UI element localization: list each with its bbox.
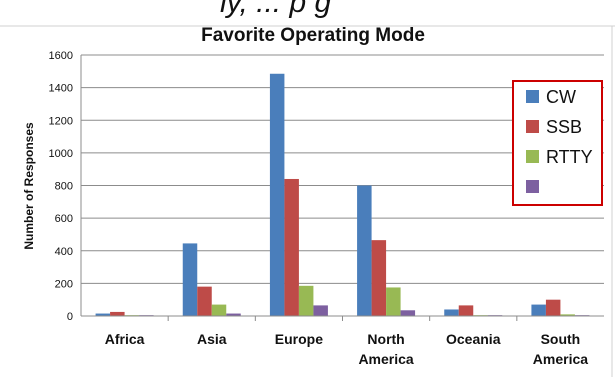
y-tick-label: 800 bbox=[55, 181, 73, 193]
gridlines bbox=[81, 54, 604, 284]
legend-swatch bbox=[526, 150, 539, 163]
legend-swatch bbox=[526, 180, 539, 193]
x-category-label: Africa bbox=[105, 331, 145, 347]
x-category-label: North America bbox=[358, 331, 413, 367]
legend-label: SSB bbox=[546, 117, 582, 137]
bar bbox=[444, 309, 459, 316]
y-tick-label: 1200 bbox=[49, 115, 73, 127]
bar bbox=[545, 299, 561, 316]
y-tick-label: 600 bbox=[55, 213, 73, 225]
chart-title: Favorite Operating Mode bbox=[201, 25, 425, 46]
x-category-label: South America bbox=[533, 331, 588, 367]
y-tick-label: 200 bbox=[55, 278, 73, 290]
y-axis-label: Number of Responses bbox=[22, 122, 36, 250]
x-category-label: Europe bbox=[275, 331, 323, 347]
bar bbox=[560, 314, 575, 316]
bar bbox=[284, 178, 299, 316]
x-category-label: Asia bbox=[197, 331, 227, 347]
bar bbox=[371, 240, 387, 316]
y-tick-label: 400 bbox=[55, 246, 73, 258]
bar bbox=[400, 310, 416, 316]
bar bbox=[269, 73, 285, 317]
y-axis-ticks: 0 200 400 600 800 1000 1200 1400 1600 bbox=[49, 50, 73, 323]
legend-label: CW bbox=[546, 87, 576, 107]
bar bbox=[211, 304, 227, 316]
bar bbox=[531, 304, 546, 316]
bar bbox=[182, 243, 198, 316]
bar bbox=[110, 311, 125, 316]
cropped-header-text: ly, ... p g bbox=[220, 0, 331, 19]
bar bbox=[95, 313, 111, 316]
x-category-label: Oceania bbox=[446, 331, 501, 347]
legend: CW SSB RTTY bbox=[512, 80, 603, 206]
axes bbox=[80, 55, 604, 321]
y-tick-label: 1400 bbox=[49, 83, 73, 95]
bars bbox=[95, 73, 590, 317]
bar bbox=[226, 313, 241, 316]
legend-label: RTTY bbox=[546, 147, 593, 167]
bar bbox=[313, 305, 328, 316]
legend-swatch bbox=[526, 90, 539, 103]
bar bbox=[386, 287, 401, 316]
y-tick-label: 1600 bbox=[49, 50, 73, 62]
bar bbox=[357, 185, 372, 316]
bar bbox=[458, 305, 474, 316]
bar bbox=[298, 285, 314, 316]
legend-swatch bbox=[526, 120, 539, 133]
y-tick-label: 1000 bbox=[49, 148, 73, 160]
y-tick-label: 0 bbox=[67, 311, 73, 323]
bar bbox=[197, 286, 212, 316]
x-axis-category-labels: Africa Asia Europe North America Oceania South… bbox=[105, 331, 589, 367]
